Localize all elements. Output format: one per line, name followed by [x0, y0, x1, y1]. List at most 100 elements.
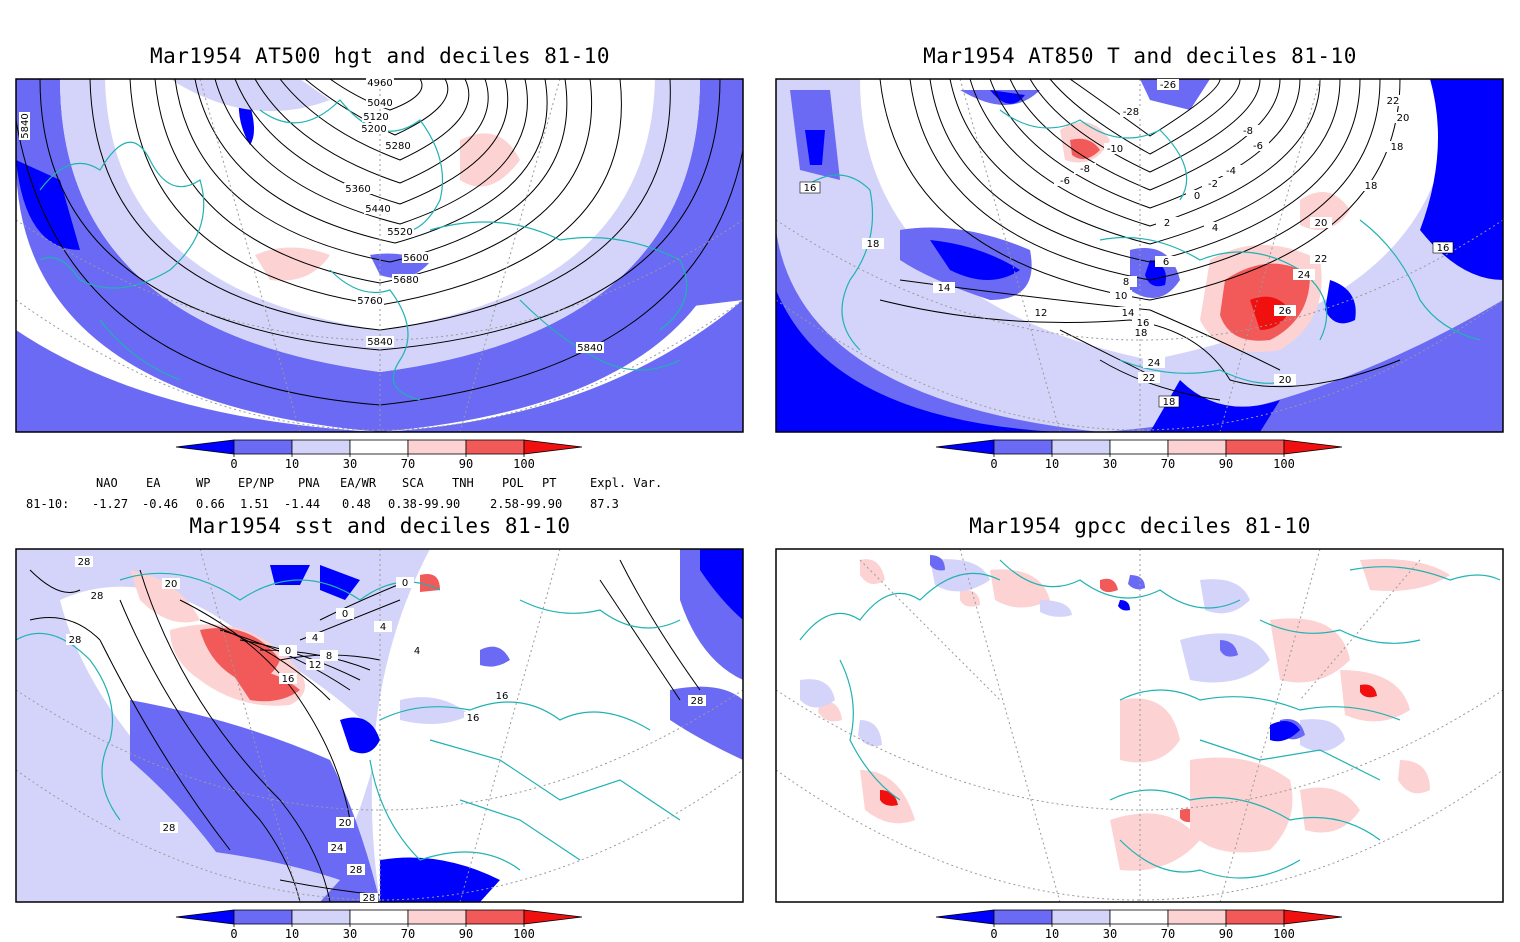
- contour-label: 22: [1315, 254, 1328, 265]
- colorbar-tick-label: 10: [285, 927, 299, 941]
- contour-label: 5120: [363, 112, 388, 123]
- colorbar-tick-label: 100: [513, 457, 535, 471]
- contour-label: 16: [467, 713, 480, 724]
- contour-label: 18: [1391, 142, 1404, 153]
- index-value-nao: -1.27: [92, 497, 129, 511]
- index-name-pol: POL: [502, 476, 524, 490]
- contour-label: 4: [1212, 223, 1218, 234]
- colorbar-tick-label: 30: [343, 457, 357, 471]
- index-name-eawr: EA/WR: [340, 476, 377, 490]
- contour-label: 5600: [403, 253, 428, 264]
- index-name-pt: PT: [542, 476, 557, 490]
- colorbar-segment: [1051, 439, 1111, 455]
- colorbar-tick-label: 10: [1045, 457, 1059, 471]
- colorbar-segment: [349, 439, 409, 455]
- contour-label: 16: [804, 183, 817, 194]
- colorbar-tick-label: 90: [1219, 457, 1233, 471]
- colorbar-segment: [233, 439, 293, 455]
- contour-label: 14: [1122, 308, 1135, 319]
- contour-label: 4960: [367, 78, 392, 89]
- index-name-tnh: TNH: [452, 476, 474, 490]
- contour-label: 20: [339, 818, 352, 829]
- colorbar-tick-label: 0: [990, 927, 997, 940]
- contour-label: 28: [363, 893, 376, 904]
- contour-label: 2: [1164, 218, 1170, 229]
- contour-label: 5200: [361, 124, 386, 135]
- colorbar-tick-label: 30: [1103, 457, 1117, 471]
- colorbar-tick-label: 0: [230, 927, 237, 941]
- colorbar-segment: [1225, 909, 1285, 925]
- contour-label: 20: [165, 579, 178, 590]
- map-panel-tl: [16, 79, 743, 432]
- colorbar-segment: [291, 439, 351, 455]
- contour-label: 5840: [367, 337, 392, 348]
- contour-label: 22: [1143, 373, 1156, 384]
- colorbar-tick-label: 90: [1219, 927, 1233, 940]
- contour-label: -4: [1226, 166, 1236, 177]
- colorbar-segment: [349, 909, 409, 925]
- contour-label: 4: [414, 646, 420, 657]
- colorbar-tick-label: 70: [1161, 927, 1175, 940]
- colorbar-segment: [993, 439, 1053, 455]
- contour-label: 28: [691, 696, 704, 707]
- colorbar-tick-label: 0: [230, 457, 237, 471]
- index-name-explvar: Expl. Var.: [590, 476, 663, 490]
- contour-label: 5040: [367, 98, 392, 109]
- contour-label: 28: [91, 591, 104, 602]
- colorbar-tick-label: 100: [513, 927, 535, 941]
- colorbar-segment: [407, 909, 467, 925]
- contour-label: 24: [1148, 358, 1161, 369]
- colorbar-segment: [523, 439, 583, 455]
- contour-label: 24: [1298, 270, 1311, 281]
- colorbar-segment: [993, 909, 1053, 925]
- index-value-wp: 0.66: [196, 497, 225, 511]
- contour-label: 16: [1437, 243, 1450, 254]
- contour-label: 5440: [365, 204, 390, 215]
- colorbar-segment: [465, 909, 525, 925]
- index-name-sca: SCA: [402, 476, 424, 490]
- colorbar-segment: [523, 909, 583, 925]
- index-value-eawr: 0.48: [342, 497, 371, 511]
- contour-label: 24: [331, 843, 344, 854]
- index-value-sca: 0.38-99.90: [388, 497, 461, 511]
- colorbar-tick-label: 100: [1273, 927, 1295, 940]
- contour-label: 16: [1137, 318, 1150, 329]
- contour-label: 0: [342, 609, 348, 620]
- contour-label: 16: [496, 691, 509, 702]
- colorbar-bl: 0 10 30 70 90 100: [175, 909, 583, 941]
- colorbar-segment: [175, 439, 235, 455]
- colorbar-segment: [935, 909, 995, 925]
- colorbar-tick-label: 70: [1161, 457, 1175, 471]
- contour-label: 28: [163, 823, 176, 834]
- contour-label: 8: [326, 651, 332, 662]
- contour-label: 5280: [385, 141, 410, 152]
- index-name-epnp: EP/NP: [238, 476, 275, 490]
- colorbar-segment: [291, 909, 351, 925]
- colorbar-segment: [1109, 439, 1169, 455]
- map-panel-br: [776, 549, 1503, 902]
- colorbar-tick-label: 70: [401, 927, 415, 941]
- panel-title-tl: Mar1954 AT500 hgt and deciles 81-10: [149, 44, 610, 68]
- colorbar-segment: [1167, 439, 1227, 455]
- colorbar-tick-label: 30: [343, 927, 357, 941]
- contour-label: -8: [1243, 126, 1253, 137]
- contour-label: 16: [282, 674, 295, 685]
- contour-label: 0: [285, 646, 291, 657]
- contour-label: 12: [1035, 308, 1048, 319]
- contour-label: 4: [312, 633, 318, 644]
- colorbar-segment: [1051, 909, 1111, 925]
- colorbar-segment: [407, 439, 467, 455]
- colorbar-segment: [233, 909, 293, 925]
- colorbar-segment: [1225, 439, 1285, 455]
- contour-label: 5680: [393, 275, 418, 286]
- contour-label: -8: [1080, 164, 1090, 175]
- colorbar-tick-label: 10: [1045, 927, 1059, 940]
- panel-title-br: Mar1954 gpcc deciles 81-10: [969, 514, 1311, 538]
- colorbar-tick-label: 100: [1273, 457, 1295, 471]
- contour-label: 5840: [20, 113, 31, 138]
- contour-label: 18: [1163, 397, 1176, 408]
- colorbar-segment: [1283, 439, 1343, 455]
- contour-label: 5840: [577, 343, 602, 354]
- colorbar-segment: [175, 909, 235, 925]
